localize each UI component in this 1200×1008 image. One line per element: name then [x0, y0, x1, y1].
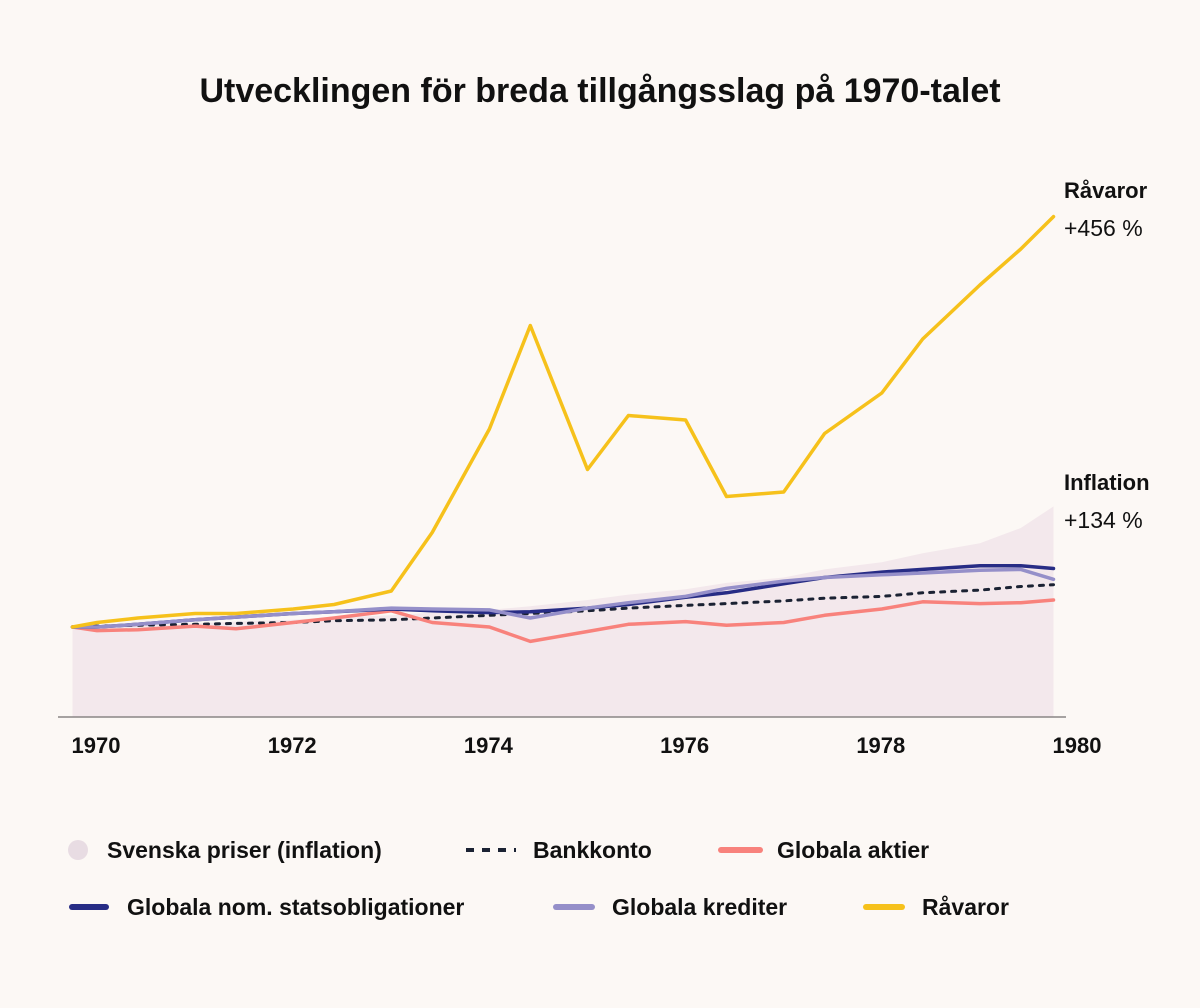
legend-item-inflation: Svenska priser (inflation): [68, 837, 382, 863]
annotation-value-ravaror: +456 %: [1064, 215, 1143, 241]
legend-item-krediter: Globala krediter: [553, 894, 787, 920]
legend-item-globala-aktier: Globala aktier: [718, 837, 929, 863]
x-tick-label-1980: 1980: [1053, 733, 1102, 758]
legend: Svenska priser (inflation) Bankkonto Glo…: [68, 837, 1009, 920]
legend-item-ravaror: Råvaror: [863, 894, 1009, 920]
x-tick-label-1970: 1970: [72, 733, 121, 758]
series-globala-krediter-line: [70, 567, 1056, 629]
legend-label-inflation: Svenska priser (inflation): [107, 837, 382, 863]
series-globala-aktier-line: [70, 598, 1056, 644]
legend-item-bankkonto: Bankkonto: [466, 837, 652, 863]
plot-area: [70, 214, 1056, 717]
legend-label-statsobligationer: Globala nom. statsobligationer: [127, 894, 464, 920]
x-tick-label-1972: 1972: [268, 733, 317, 758]
annotation-label-inflation: Inflation: [1064, 470, 1150, 495]
legend-swatch-inflation: [68, 840, 88, 860]
x-axis-ticks: 1970 1972 1974 1976 1978 1980: [72, 733, 1102, 758]
x-tick-label-1978: 1978: [856, 733, 905, 758]
legend-label-globala-aktier: Globala aktier: [777, 837, 929, 863]
annotation-value-inflation: +134 %: [1064, 507, 1143, 533]
series-r-varor-line: [70, 214, 1056, 629]
legend-label-ravaror: Råvaror: [922, 894, 1009, 920]
x-tick-label-1974: 1974: [464, 733, 514, 758]
annotation-label-ravaror: Råvaror: [1064, 178, 1148, 203]
legend-item-statsobligationer: Globala nom. statsobligationer: [69, 894, 464, 920]
legend-label-bankkonto: Bankkonto: [533, 837, 652, 863]
x-tick-label-1976: 1976: [660, 733, 709, 758]
chart-title: Utvecklingen för breda tillgångsslag på …: [199, 72, 1000, 110]
legend-label-krediter: Globala krediter: [612, 894, 787, 920]
